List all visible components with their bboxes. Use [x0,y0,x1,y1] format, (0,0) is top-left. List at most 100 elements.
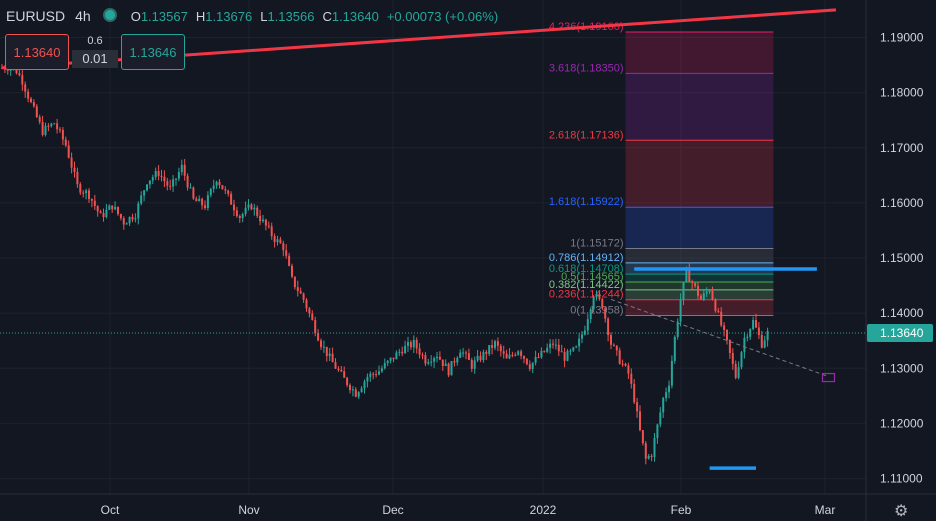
candle-body [447,363,450,376]
live-dot-icon [102,8,117,22]
candle-body [163,176,166,182]
price-tick-label: 1.13000 [880,361,924,375]
price-tick-label: 1.15000 [880,251,924,265]
candle-body [766,330,769,341]
time-tick-label: Oct [101,503,120,517]
gear-icon[interactable]: ⚙ [894,503,909,520]
price-tick-label: 1.11000 [880,472,923,486]
fib-zone [625,248,774,263]
candle-body [206,195,209,209]
candle-body [581,334,583,339]
candle-body [662,398,665,413]
fib-level-label: 0.618(1.14708) [549,263,624,275]
candle-body [453,361,456,363]
candle-body [636,402,639,412]
time-tick-label: Dec [382,503,403,517]
candle-body [717,310,720,312]
candle-body [386,360,389,364]
candle-body [502,351,505,354]
candle-body [407,342,409,346]
fib-level-label: 0.236(1.14244) [549,289,624,301]
candle-body [424,355,427,364]
candle-body [598,294,601,299]
candle-body [409,342,412,348]
fib-level-label: 0(1.13958) [570,304,623,316]
candle-body [105,209,108,217]
candle-body [528,364,531,370]
candle-body [714,299,717,311]
candle-body [479,355,482,361]
candle-body [177,172,180,179]
candle-body [554,344,557,346]
candle-body [157,171,160,176]
candle-body [273,236,276,243]
candle-body [340,369,343,372]
candle-body [395,352,398,360]
candle-body [595,294,598,298]
sell-button[interactable]: 1.13640 [5,34,69,70]
candle-body [276,239,279,243]
price-tick-label: 1.19000 [880,30,924,44]
candle-body [293,276,296,288]
candle-body [647,455,650,459]
candle-body [604,308,607,319]
fib-zone [625,31,774,74]
candle-body [21,75,24,85]
candle-body [456,357,459,363]
candle-body [204,205,206,209]
candle-body [233,204,235,211]
buy-button[interactable]: 1.13646 [121,34,185,70]
candle-body [641,430,644,444]
candle-body [192,187,195,199]
candle-body [134,218,137,220]
candle-body [372,373,375,375]
candle-body [525,358,528,365]
price-tick-label: 1.17000 [880,141,924,155]
candle-body [299,291,302,294]
candle-body [392,357,395,360]
fib-level-label: 2.618(1.17136) [549,129,624,141]
symbol-header: EURUSD 4h O1.13567 H1.13676 L1.13566 C1.13640… [6,8,506,24]
candle-body [253,207,256,210]
candle-body [610,335,612,345]
candle-body [575,346,578,348]
candle-body [511,354,514,356]
candle-body [540,350,543,358]
candle-body [244,207,247,214]
time-tick-label: Feb [671,503,692,517]
fib-level-label: 0.5(1.14565) [561,271,623,283]
candle-body [230,193,233,205]
price-tick-label: 1.18000 [880,86,924,100]
candle-body [607,318,610,336]
timeframe-label[interactable]: 4h [75,8,91,24]
candle-body [369,373,372,377]
fib-zone [625,73,774,141]
candle-body [143,190,146,196]
symbol-name[interactable]: EURUSD [6,8,66,24]
candle-body [305,299,308,309]
candle-body [18,73,21,76]
last-price-badge [867,324,933,343]
candle-body [673,336,676,361]
candle-body [314,320,317,334]
lot-size-input[interactable]: 0.01 [72,50,118,68]
ohlc-high-value: 1.13676 [205,9,253,24]
candle-body [195,198,198,202]
candle-body [238,216,241,219]
candle-body [488,345,491,354]
candle-body [380,368,383,372]
projection-marker [821,372,836,383]
candle-body [618,350,621,364]
candle-body [720,311,723,326]
candle-body [70,157,73,168]
candle-body [418,348,421,355]
candle-body [85,190,88,194]
candle-body [726,329,728,340]
candle-body [427,362,430,364]
candle-body [505,353,508,359]
candle-body [221,185,224,190]
candle-body [311,313,314,321]
candle-body [320,340,322,348]
candle-body [436,356,438,359]
